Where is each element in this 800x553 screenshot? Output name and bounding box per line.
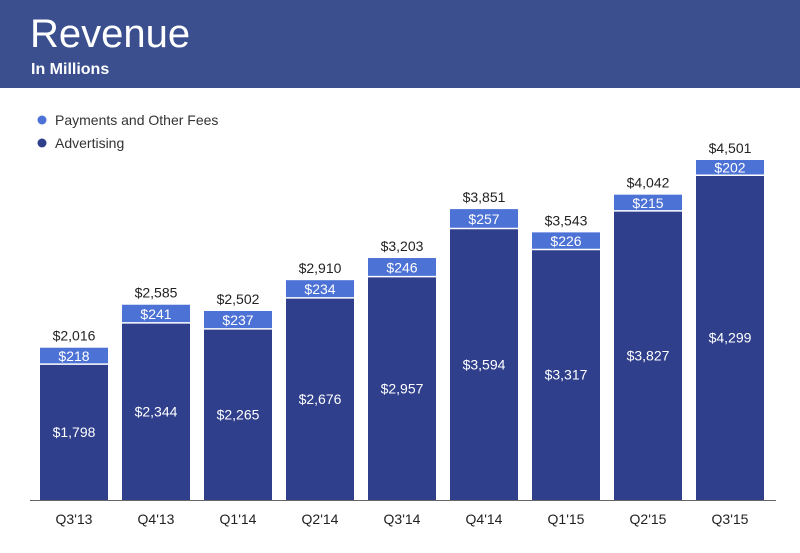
payments-value-label: $234 xyxy=(304,281,335,297)
payments-value-label: $226 xyxy=(550,233,581,249)
payments-bar xyxy=(286,280,354,298)
x-tick-label: Q4'14 xyxy=(466,511,503,527)
chart-subtitle: In Millions xyxy=(31,61,110,78)
x-tick-label: Q3'13 xyxy=(56,511,93,527)
header-banner: Revenue In Millions xyxy=(0,0,800,88)
advertising-value-label: $2,676 xyxy=(299,391,342,407)
advertising-bar xyxy=(204,328,272,500)
total-value-label: $2,016 xyxy=(53,328,96,344)
advertising-bar xyxy=(286,297,354,500)
total-value-label: $2,502 xyxy=(217,291,260,307)
advertising-value-label: $1,798 xyxy=(53,424,96,440)
total-value-label: $4,042 xyxy=(627,175,670,191)
advertising-value-label: $3,827 xyxy=(627,347,670,363)
advertising-bar xyxy=(122,322,190,500)
total-value-label: $4,501 xyxy=(709,140,752,156)
advertising-value-label: $4,299 xyxy=(709,330,752,346)
payments-value-label: $241 xyxy=(140,306,171,322)
payments-bar xyxy=(368,258,436,277)
x-tick-label: Q3'15 xyxy=(712,511,749,527)
payments-bar xyxy=(614,194,682,211)
payments-bar xyxy=(40,347,108,365)
total-value-label: $2,910 xyxy=(299,260,342,276)
legend: Payments and Other Fees Advertising xyxy=(37,112,218,151)
payments-bar xyxy=(696,160,764,176)
legend-marker-advertising xyxy=(37,138,47,148)
advertising-bar xyxy=(368,276,436,500)
legend-label-payments: Payments and Other Fees xyxy=(55,112,218,128)
payments-bar xyxy=(450,209,518,229)
total-value-label: $3,851 xyxy=(463,189,506,205)
x-tick-label: Q1'15 xyxy=(548,511,585,527)
payments-bar xyxy=(532,232,600,250)
payments-value-label: $246 xyxy=(386,259,417,275)
payments-value-label: $202 xyxy=(714,160,745,176)
total-value-label: $3,543 xyxy=(545,212,588,228)
advertising-bar xyxy=(614,210,682,500)
advertising-bar xyxy=(532,249,600,500)
advertising-value-label: $2,265 xyxy=(217,406,260,422)
advertising-bar xyxy=(696,175,764,500)
x-tick-label: Q2'15 xyxy=(630,511,667,527)
advertising-value-label: $2,957 xyxy=(381,380,424,396)
bars-group: $1,798 $218 $2,016 $2,344 $241 $2,585 $2,265 $2… xyxy=(40,140,764,500)
x-tick-label: Q4'13 xyxy=(138,511,175,527)
advertising-value-label: $2,344 xyxy=(135,403,178,419)
payments-value-label: $215 xyxy=(632,195,663,211)
advertising-bar xyxy=(40,364,108,500)
legend-label-advertising: Advertising xyxy=(55,135,124,151)
advertising-value-label: $3,317 xyxy=(545,367,588,383)
payments-bar xyxy=(204,311,272,329)
advertising-value-label: $3,594 xyxy=(463,356,506,372)
payments-bar xyxy=(122,304,190,323)
x-axis-ticks: Q3'13 Q4'13 Q1'14 Q2'14 Q3'14 Q4'14 Q1'15 Q2'15… xyxy=(56,511,749,527)
payments-value-label: $237 xyxy=(222,312,253,328)
payments-value-label: $218 xyxy=(58,348,89,364)
x-tick-label: Q1'14 xyxy=(220,511,257,527)
total-value-label: $3,203 xyxy=(381,238,424,254)
chart-title: Revenue xyxy=(30,12,191,56)
total-value-label: $2,585 xyxy=(135,285,178,301)
advertising-bar xyxy=(450,228,518,500)
legend-marker-payments xyxy=(37,115,47,125)
x-tick-label: Q3'14 xyxy=(384,511,421,527)
payments-value-label: $257 xyxy=(468,211,499,227)
x-tick-label: Q2'14 xyxy=(302,511,339,527)
